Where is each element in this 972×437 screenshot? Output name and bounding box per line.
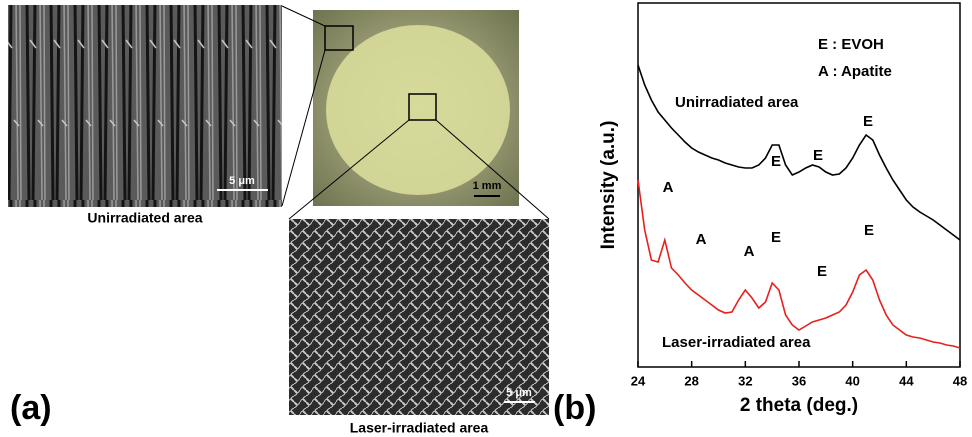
- figure: 5 μm Unirradiated area 1 mm 5 μm Laser-i…: [0, 0, 972, 437]
- x-axis-label: 2 theta (deg.): [740, 395, 858, 416]
- scale-label: 5 μm: [506, 387, 532, 399]
- x-tick-label: 44: [899, 373, 914, 388]
- x-tick-label: 48: [953, 373, 967, 388]
- caption: Unirradiated area: [87, 210, 202, 226]
- annotation: A: [663, 179, 674, 196]
- plot-frame: [638, 3, 960, 367]
- annotation: Unirradiated area: [675, 94, 799, 111]
- annotation: E: [771, 153, 781, 170]
- y-axis-label: Intensity (a.u.): [598, 121, 619, 250]
- annotation: A : Apatite: [818, 63, 892, 80]
- annotation: E: [771, 229, 781, 246]
- scale-label: 1 mm: [473, 180, 502, 192]
- scale-label: 5 μm: [229, 175, 255, 187]
- x-tick-label: 24: [631, 373, 646, 388]
- annotation: Laser-irradiated area: [662, 334, 811, 351]
- x-tick-label: 40: [845, 373, 859, 388]
- annotation: E: [863, 113, 873, 130]
- annotation: E: [864, 222, 874, 239]
- sem-image-laser: [289, 219, 549, 415]
- x-tick-label: 28: [684, 373, 698, 388]
- caption: Laser-irradiated area: [350, 420, 489, 436]
- annotation: A: [744, 243, 755, 260]
- x-tick-label: 32: [738, 373, 752, 388]
- panel-label: (b): [553, 389, 596, 427]
- annotation: E: [813, 147, 823, 164]
- annotation: E : EVOH: [818, 36, 884, 53]
- annotation: A: [696, 231, 707, 248]
- annotation: E: [817, 263, 827, 280]
- data-line: [638, 65, 960, 240]
- x-tick-label: 36: [792, 373, 806, 388]
- panel-label: (a): [10, 389, 52, 427]
